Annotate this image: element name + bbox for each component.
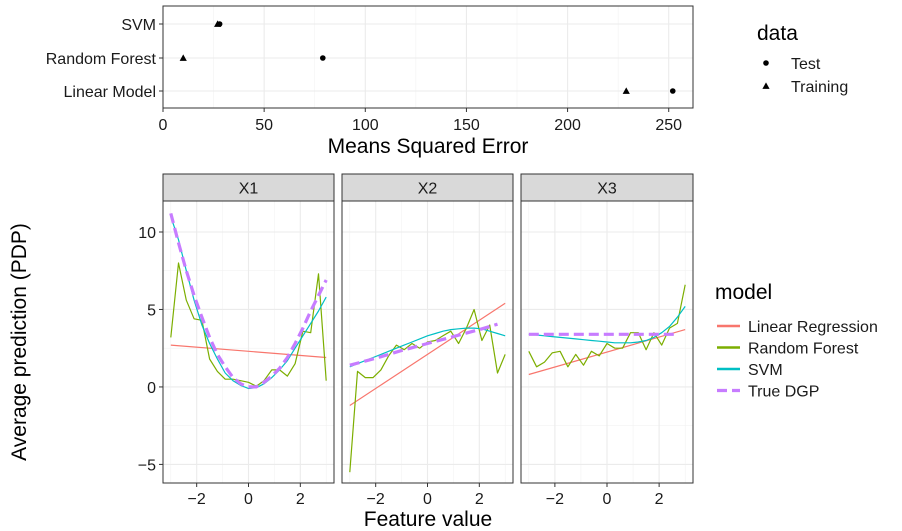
facet-strip-label: X3 [597,181,617,198]
legend-label-random-forest: Random Forest [748,341,859,358]
line-svm-x2 [349,327,506,368]
facet-panel-x3: X3 −2 0 2 [520,173,694,508]
facet-strip [520,173,694,202]
x-tick-label: 50 [255,117,273,134]
legend-label-training: Training [791,79,848,96]
y-axis-title: Average prediction (PDP) [8,223,31,461]
line-random-forest-x3 [528,284,686,368]
x-tick-label: 250 [655,117,682,134]
legend-title: model [715,281,772,304]
facet-strip-label: X2 [418,181,438,198]
legend-label-linear-regression: Linear Regression [748,319,878,336]
x-tick-label: 0 [603,491,612,508]
y-tick-label: 5 [147,302,156,319]
y-tick-label: −5 [138,457,156,474]
facet-panel-x1: X1 −2 0 2 −5 0 5 10 [138,173,335,508]
line-random-forest-x1 [170,262,327,387]
legend-label-true-dgp: True DGP [748,384,819,401]
x-axis-title: Means Squared Error [328,135,529,158]
plot-border [162,5,694,109]
legend-title: data [757,22,798,45]
facet-strip [162,173,335,202]
x-tick-label: −2 [546,491,564,508]
data-legend: data Test Training [757,22,848,96]
y-tick-label: SVM [121,17,156,34]
y-tick-label: Random Forest [46,51,157,68]
x-tick-label: 200 [554,117,581,134]
x-tick-label: 2 [475,491,484,508]
plot-background [163,6,693,108]
x-tick-label: 2 [655,491,664,508]
legend-label-svm: SVM [748,362,783,379]
x-tick-label: −2 [367,491,385,508]
facet-strip-label: X1 [239,181,259,198]
model-legend: model Linear Regression Random Forest SVM Tr… [715,281,878,401]
line-true-dgp-x2 [349,322,498,367]
legend-label-test: Test [791,56,821,73]
point-test-random-forest [320,55,326,61]
x-tick-label: −2 [188,491,206,508]
legend-key-training [762,82,770,89]
point-test-linear-model [669,88,676,94]
x-tick-label: 100 [352,117,379,134]
line-svm-x3 [528,306,686,344]
line-linear-regression-x1 [170,344,327,359]
x-axis-title: Feature value [364,508,492,531]
y-tick-label: 0 [147,380,156,397]
y-tick-label: Linear Model [64,84,157,101]
point-training-random-forest [179,54,187,61]
line-linear-regression-x3 [528,329,686,376]
x-tick-label: 0 [159,117,168,134]
x-tick-label: 0 [423,491,432,508]
legend-key-test [763,60,769,66]
x-tick-label: 2 [296,491,305,508]
line-svm-x1 [170,216,327,390]
x-tick-label: 0 [244,491,253,508]
facet-panel-x2: X2 −2 0 2 [341,173,514,508]
point-training-linear-model [622,87,630,94]
line-true-dgp-x1 [169,212,328,389]
line-linear-regression-x2 [349,302,506,407]
facet-strip [341,173,514,202]
y-tick-label: 10 [138,225,156,242]
x-tick-label: 150 [453,117,480,134]
point-training-svm [214,20,222,27]
